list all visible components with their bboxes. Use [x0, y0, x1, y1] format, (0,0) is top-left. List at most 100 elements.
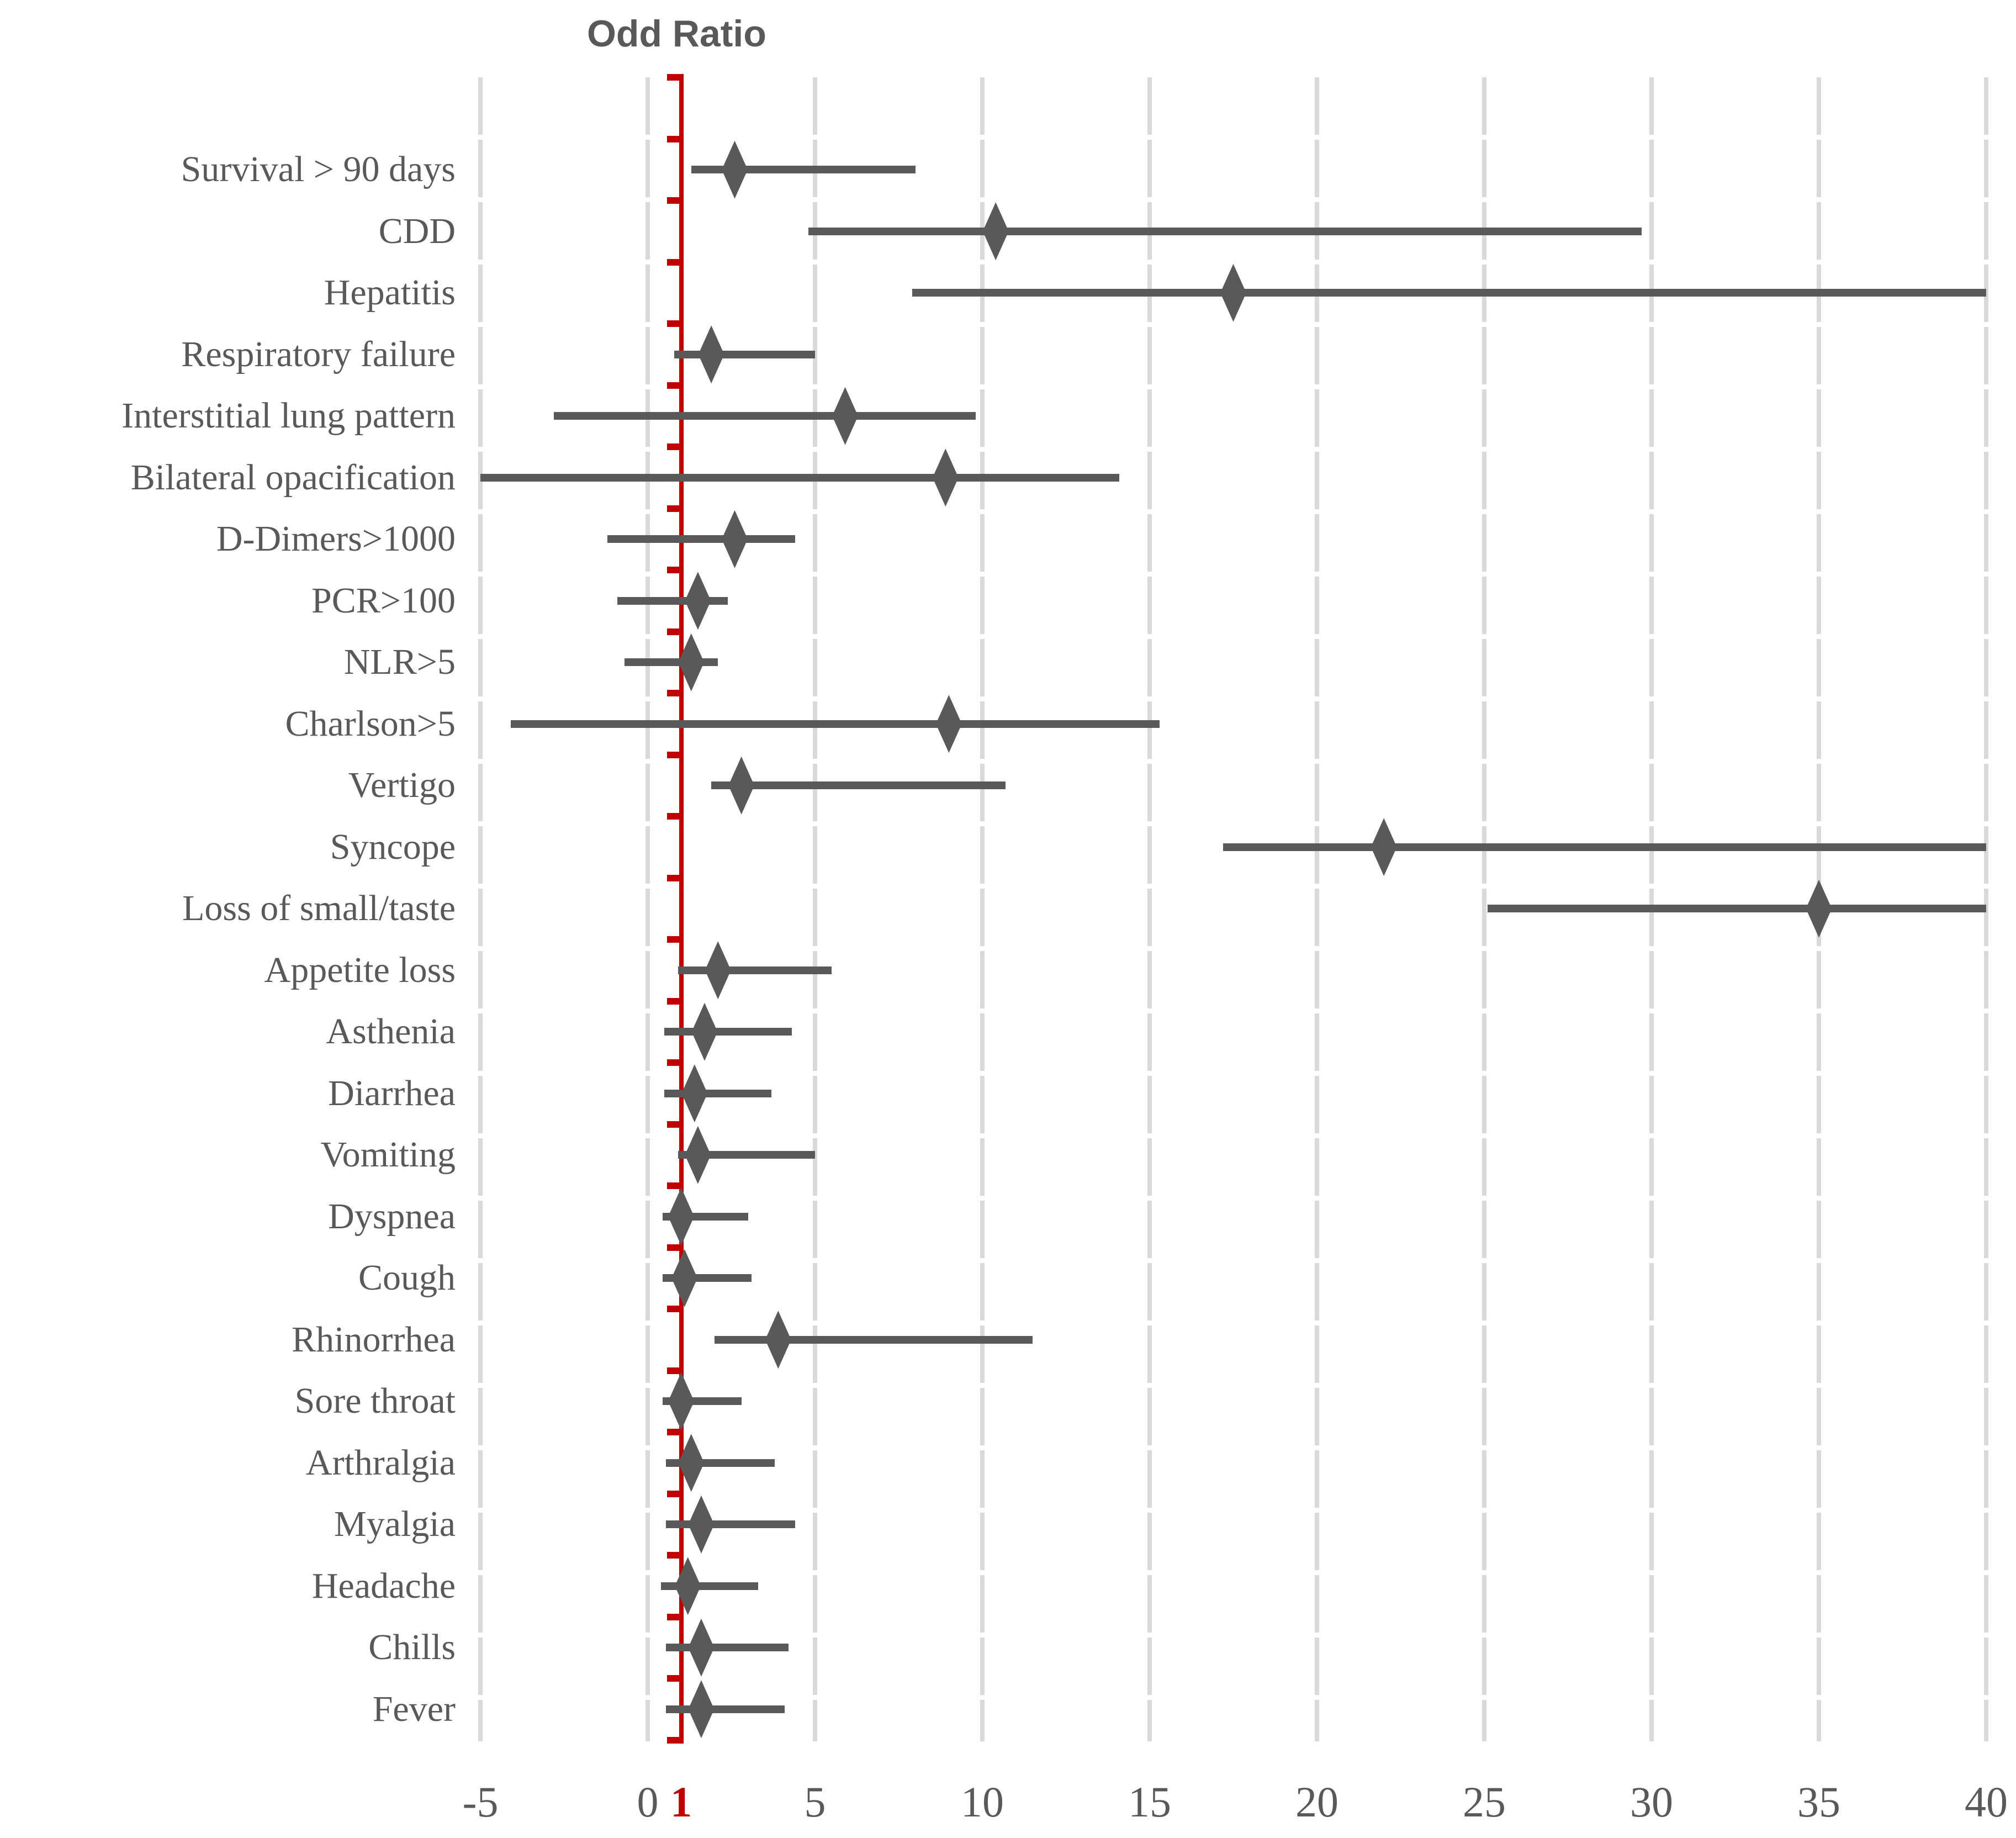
category-label: Respiratory failure — [181, 334, 456, 374]
x-gridline — [1315, 77, 1319, 1741]
category-label: Bilateral opacification — [130, 457, 456, 498]
category-label: CDD — [378, 210, 456, 251]
x-gridline — [813, 77, 817, 1741]
confidence-interval-bar — [678, 966, 832, 974]
category-label: Sore throat — [294, 1381, 456, 1422]
reference-line-tick — [666, 1552, 684, 1559]
confidence-interval-bar — [912, 289, 1986, 297]
odds-ratio-diamond — [688, 1495, 715, 1554]
odds-ratio-diamond — [722, 510, 748, 568]
confidence-interval-bar — [480, 473, 1120, 482]
x-axis-tick-label: 0 — [637, 1778, 659, 1826]
reference-line-tick — [666, 1121, 684, 1128]
category-label: Headache — [311, 1565, 456, 1606]
x-gridline — [1147, 77, 1152, 1741]
odds-ratio-diamond — [832, 387, 859, 445]
reference-line-tick — [666, 1306, 684, 1312]
reference-line-tick — [666, 1736, 684, 1744]
x-gridline — [478, 77, 483, 1741]
odds-ratio-diamond — [685, 572, 711, 630]
odds-ratio-diamond — [722, 140, 748, 199]
category-label: Cough — [358, 1258, 456, 1298]
confidence-interval-bar — [554, 412, 976, 420]
category-label: Myalgia — [334, 1504, 456, 1545]
reference-line-tick — [666, 258, 684, 266]
confidence-interval-bar — [666, 1705, 785, 1713]
reference-line-tick — [666, 1367, 684, 1374]
x-axis-tick-label: 10 — [961, 1778, 1004, 1826]
odds-ratio-diamond — [681, 1064, 708, 1123]
reference-line-tick — [666, 1613, 684, 1620]
x-gridline — [645, 77, 650, 1741]
odds-ratio-diamond — [932, 448, 959, 507]
category-label: Interstitial lung pattern — [121, 395, 456, 436]
confidence-interval-bar — [678, 1151, 815, 1159]
odds-ratio-diamond — [1806, 879, 1832, 938]
x-axis-tick-label: 5 — [804, 1778, 826, 1826]
reference-line-tick — [666, 320, 684, 327]
category-label: Fever — [372, 1688, 456, 1729]
reference-line-tick — [666, 1429, 684, 1435]
x-axis-tick-label: 35 — [1797, 1778, 1840, 1826]
odds-ratio-diamond — [705, 941, 731, 1000]
reference-line-tick — [666, 443, 684, 450]
reference-line — [679, 77, 684, 1744]
confidence-interval-bar — [607, 535, 795, 543]
category-label: Vertigo — [348, 765, 456, 806]
category-label: Diarrhea — [328, 1073, 456, 1113]
reference-line-tick — [666, 1490, 684, 1497]
confidence-interval-bar — [808, 227, 1642, 235]
x-axis-tick-label: 15 — [1128, 1778, 1171, 1826]
category-label: Appetite loss — [264, 949, 456, 990]
confidence-interval-bar — [664, 1089, 772, 1097]
reference-line-tick — [666, 197, 684, 204]
confidence-interval-bar — [711, 781, 1006, 790]
category-label: Arthralgia — [305, 1442, 456, 1483]
odds-ratio-diamond — [935, 695, 962, 753]
odds-ratio-diamond — [765, 1311, 791, 1369]
reference-line-tick — [666, 135, 684, 142]
reference-line-tick — [666, 1675, 684, 1682]
confidence-interval-bar — [666, 1520, 795, 1529]
category-label: Syncope — [330, 826, 456, 867]
category-label: Dyspnea — [328, 1196, 456, 1237]
category-label: Vomiting — [320, 1134, 456, 1175]
reference-line-tick — [666, 1059, 684, 1066]
odds-ratio-diamond — [671, 1249, 698, 1307]
category-label: Asthenia — [326, 1011, 456, 1052]
odds-ratio-diamond — [668, 1372, 695, 1430]
x-axis-tick-label: 20 — [1295, 1778, 1338, 1826]
x-gridline — [980, 77, 985, 1741]
category-label: Rhinorrhea — [292, 1319, 456, 1360]
reference-line-tick — [666, 1182, 684, 1189]
category-label: Hepatitis — [324, 272, 456, 313]
reference-line-tick — [666, 813, 684, 820]
odds-ratio-diamond — [698, 325, 724, 384]
confidence-interval-bar — [674, 350, 815, 358]
confidence-interval-bar — [510, 720, 1160, 728]
category-label: Chills — [368, 1627, 456, 1668]
confidence-interval-bar — [1223, 843, 1986, 851]
x-axis-tick-label: -5 — [462, 1778, 499, 1826]
x-axis-tick-label: 40 — [1965, 1778, 2008, 1826]
category-label: Loss of small/taste — [182, 888, 456, 929]
category-label: Charlson>5 — [285, 703, 456, 744]
confidence-interval-bar — [691, 166, 916, 174]
x-gridline — [1482, 77, 1486, 1741]
reference-line-tick — [666, 690, 684, 696]
odds-ratio-diamond — [668, 1187, 695, 1246]
reference-line-tick — [666, 997, 684, 1005]
reference-line-tick — [666, 382, 684, 389]
odds-ratio-diamond — [685, 1126, 711, 1184]
odds-ratio-diamond — [688, 1618, 715, 1677]
x-axis-tick-label: 30 — [1630, 1778, 1673, 1826]
reference-line-tick — [666, 936, 684, 943]
category-label: NLR>5 — [343, 642, 456, 683]
category-label: D-Dimers>1000 — [216, 519, 456, 559]
confidence-interval-bar — [666, 1644, 789, 1652]
x-gridline — [1984, 77, 1988, 1741]
reference-line-tick — [666, 874, 684, 881]
reference-line-tick — [666, 74, 684, 81]
confidence-interval-bar — [617, 596, 728, 605]
